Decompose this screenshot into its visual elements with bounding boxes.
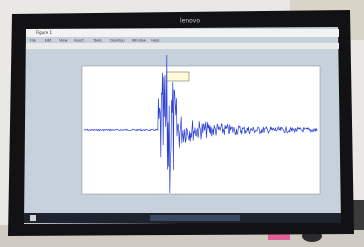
- menu-item[interactable]: Help: [151, 39, 160, 43]
- photo: lenovo Figure 1 File Edit View Insert Tools D…: [0, 0, 364, 247]
- window-title: Figure 1: [36, 30, 52, 35]
- toolbar: [26, 43, 339, 49]
- window-titlebar: [26, 29, 339, 37]
- taskbar-icons: [150, 215, 240, 221]
- brand-label: lenovo: [180, 18, 200, 25]
- start-button[interactable]: [30, 215, 36, 221]
- menu-item[interactable]: File: [30, 39, 36, 43]
- menu-item[interactable]: Window: [132, 39, 146, 43]
- menu-item[interactable]: Desktop: [110, 39, 125, 43]
- plot-area: [82, 66, 320, 194]
- menu-bar: File Edit View Insert Tools Desktop Window Help: [30, 39, 160, 43]
- menu-item[interactable]: Insert: [74, 39, 85, 43]
- menu-item[interactable]: View: [59, 39, 67, 43]
- data-tip: [167, 72, 189, 81]
- menu-item[interactable]: Tools: [92, 39, 102, 43]
- menu-item[interactable]: Edit: [45, 39, 52, 43]
